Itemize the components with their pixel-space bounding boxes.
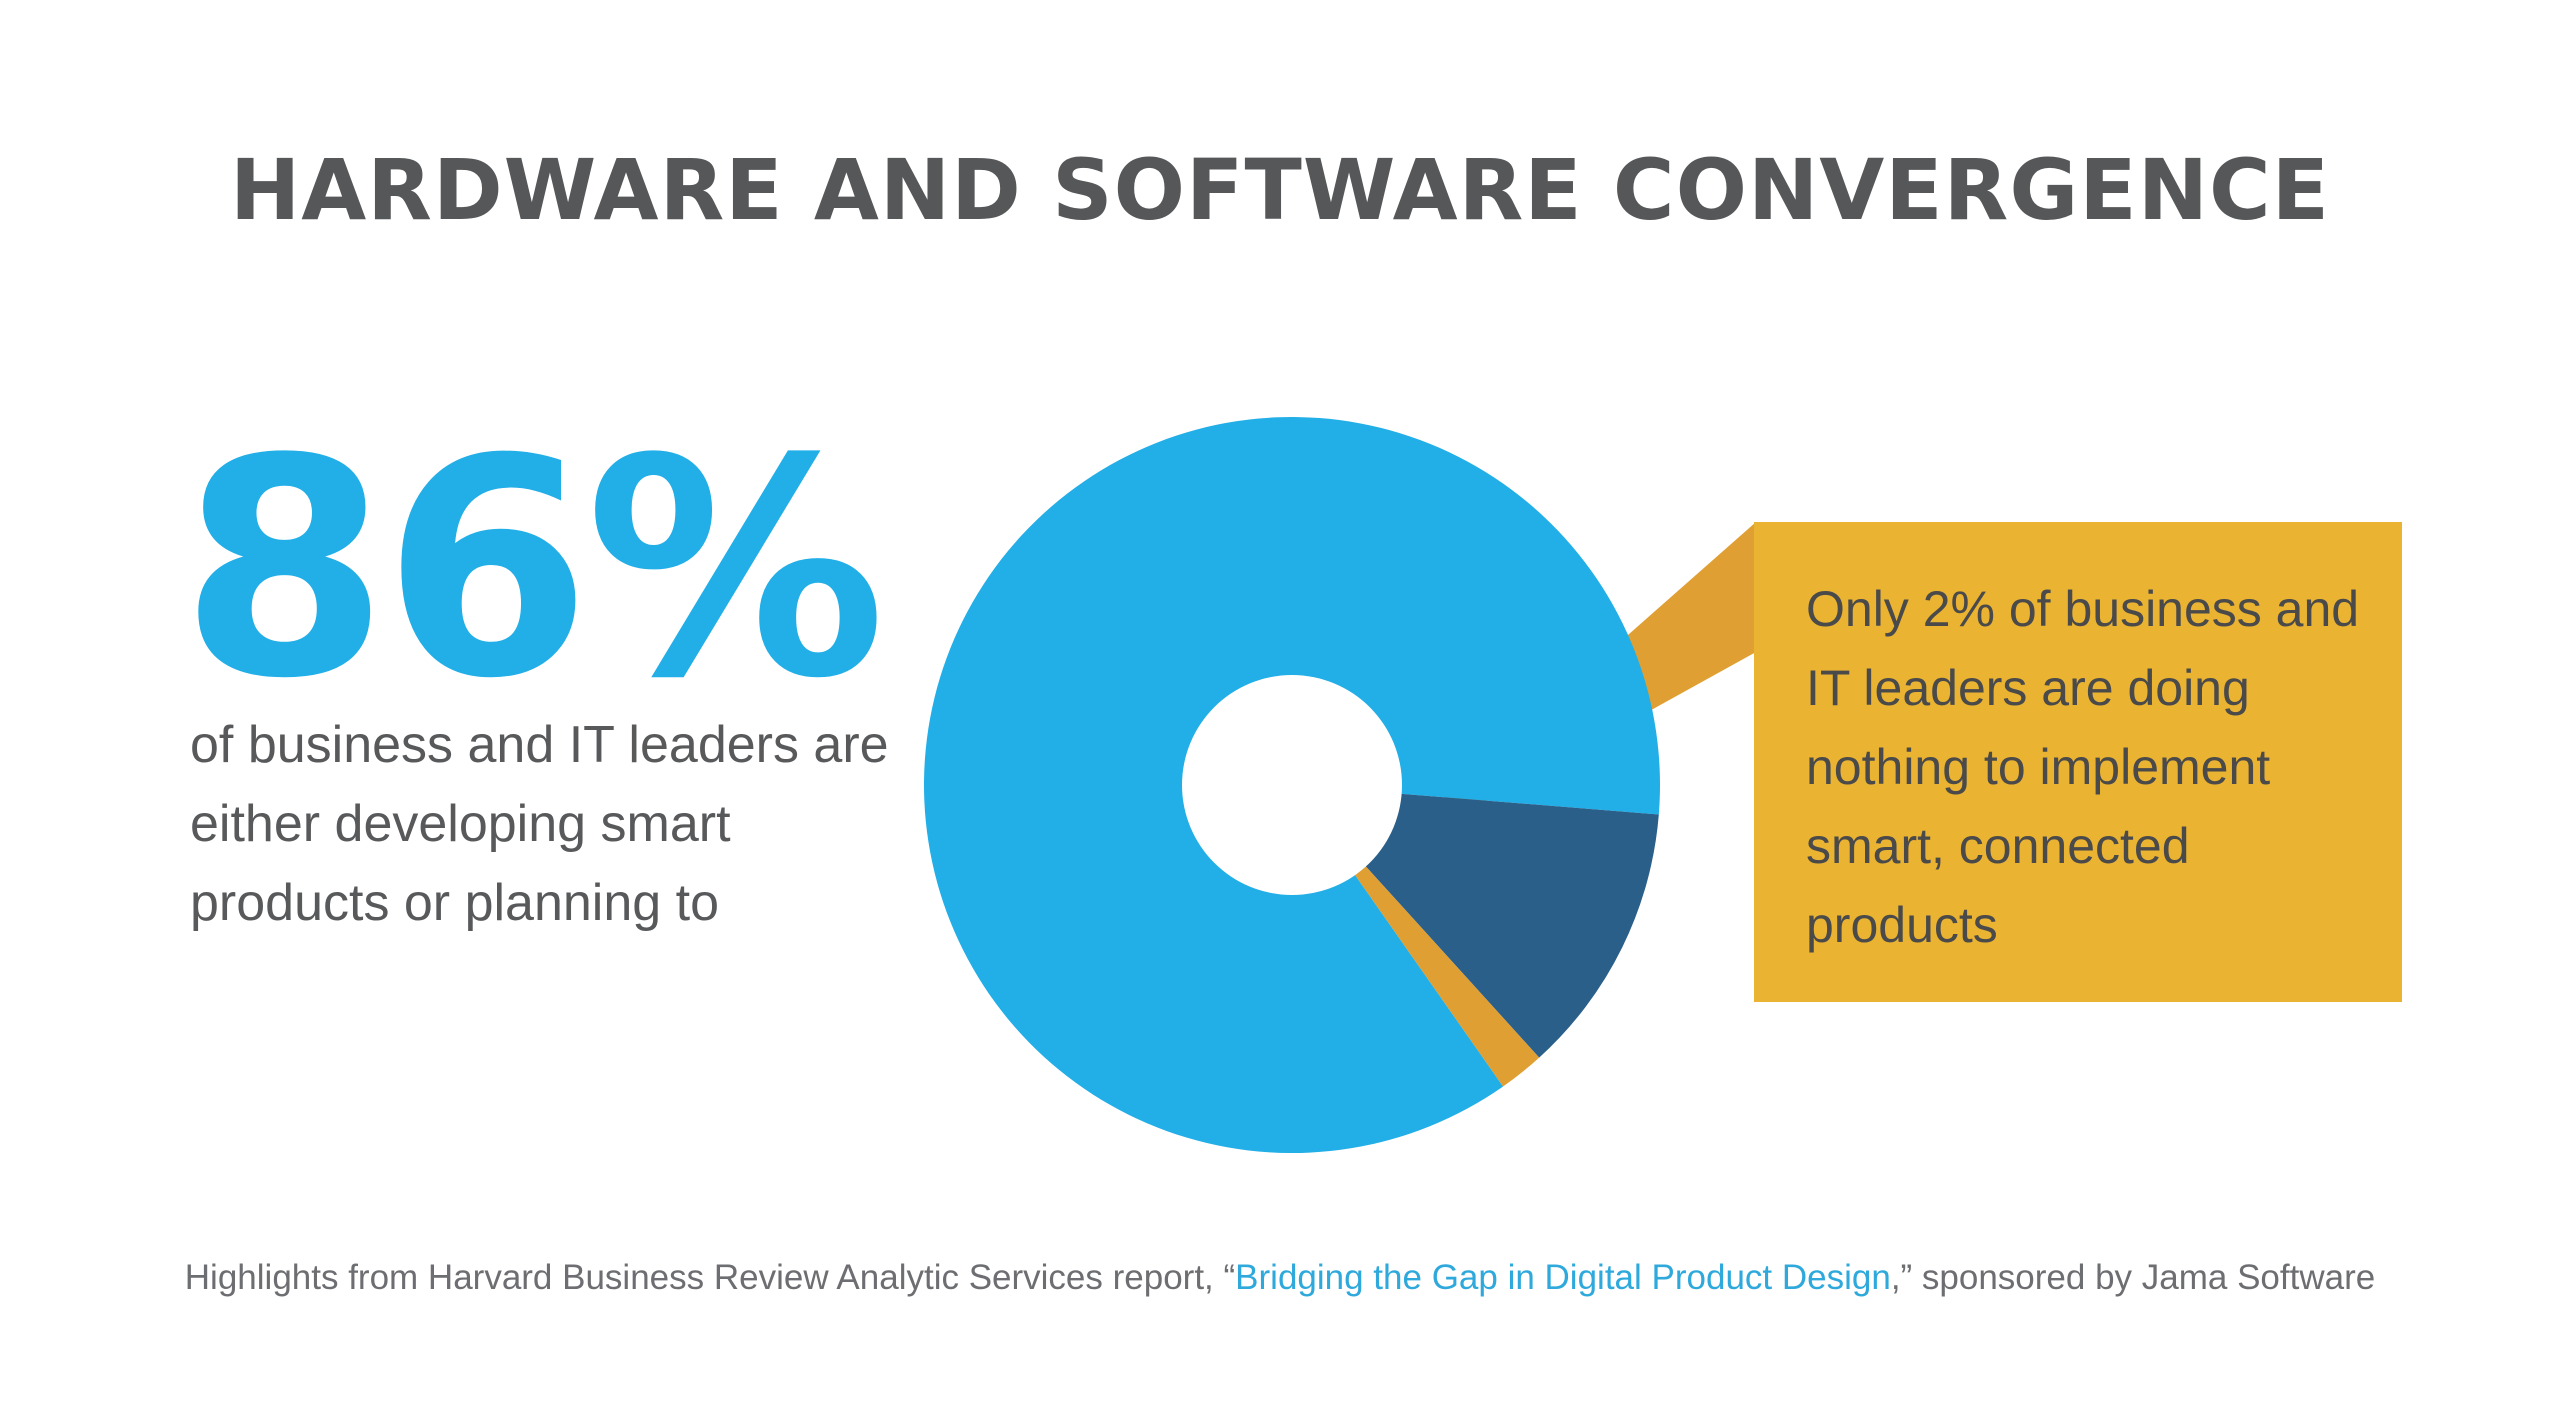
pie-slice-12 (1292, 785, 1659, 1058)
donut-hole (1182, 675, 1402, 895)
page-title: HARDWARE AND SOFTWARE CONVERGENCE (229, 141, 2331, 239)
footer-suffix: ,” sponsored by Jama Software (1890, 1258, 2376, 1297)
stat-description: of business and IT leaders are either de… (190, 716, 889, 932)
stat-value: 86% (180, 395, 886, 744)
footer-prefix: Highlights from Harvard Business Review … (184, 1258, 1236, 1297)
callout-box: Only 2% of business and IT leaders are d… (1754, 522, 2402, 1002)
report-link[interactable]: Bridging the Gap in Digital Product Desi… (1235, 1258, 1891, 1297)
callout-text: Only 2% of business and IT leaders are d… (1806, 581, 2360, 953)
source-footer: Highlights from Harvard Business Review … (0, 1256, 2560, 1300)
